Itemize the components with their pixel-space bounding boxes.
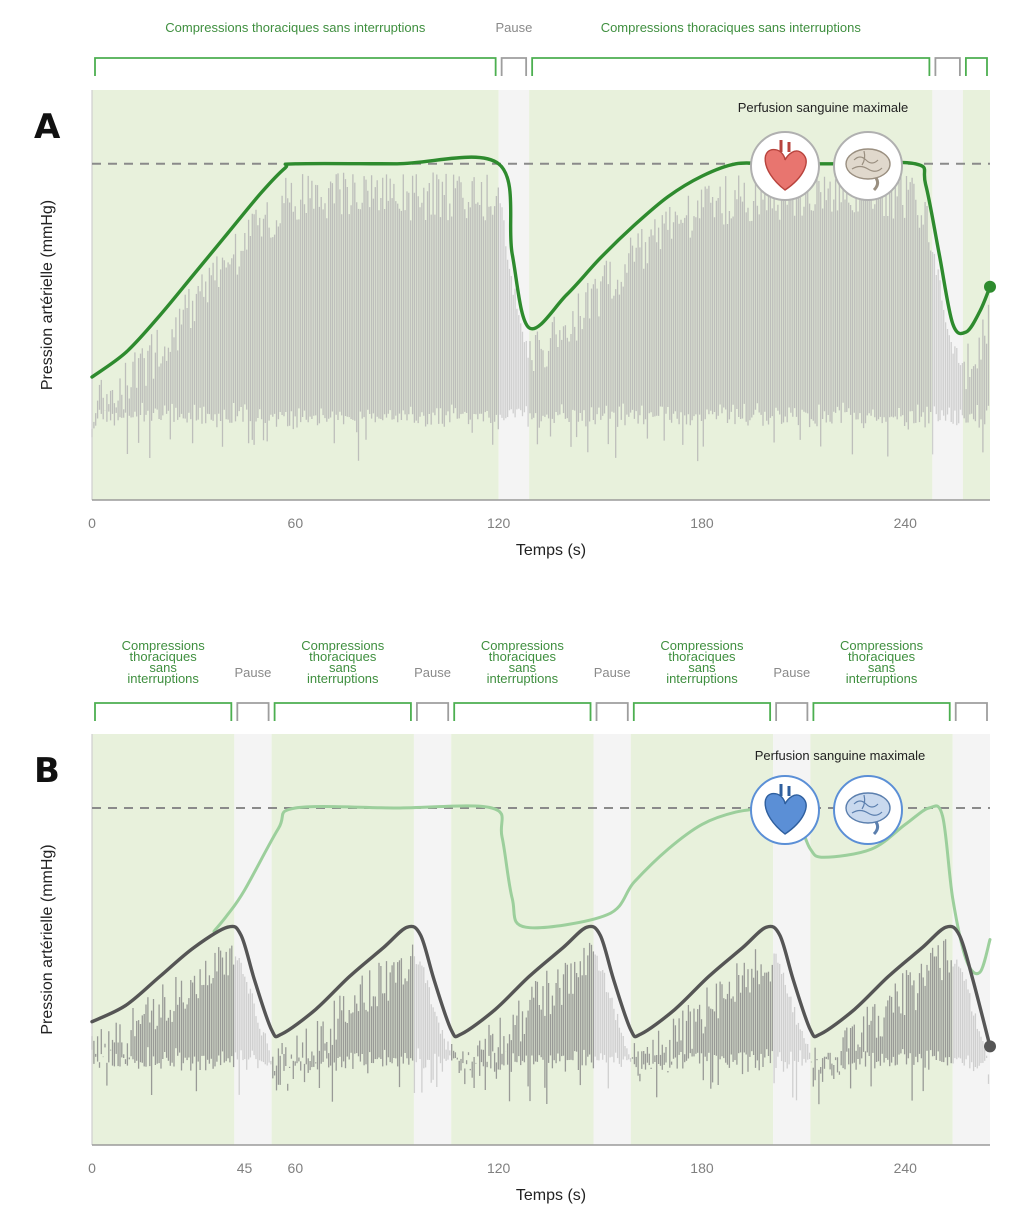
phase-bracket bbox=[934, 57, 961, 76]
phase-label: Pause bbox=[495, 20, 532, 35]
phase-label: Pause bbox=[414, 665, 451, 680]
series-end-dot bbox=[984, 1040, 996, 1053]
pressure-waveform bbox=[91, 939, 990, 1105]
phase-bracket bbox=[595, 702, 629, 721]
x-tick-label: 0 bbox=[88, 1160, 96, 1176]
phase-bracket bbox=[812, 702, 951, 721]
phase-label: Compressions thoraciques sans interruptions bbox=[660, 638, 744, 686]
phase-label-line: interruptions bbox=[487, 671, 559, 686]
phase-label: Compressions thoraciques sans interruptions bbox=[301, 638, 385, 686]
phase-label-line: interruptions bbox=[846, 671, 918, 686]
phase-label-line: Compressions bbox=[301, 638, 385, 653]
phase-band-pause bbox=[952, 734, 990, 1145]
series-line-1 bbox=[212, 804, 992, 976]
x-tick-label: 240 bbox=[894, 1160, 918, 1176]
phase-label: Compressions thoraciques sans interrupti… bbox=[601, 20, 862, 35]
phase-label-line: interruptions bbox=[666, 671, 738, 686]
x-axis-title: Temps (s) bbox=[516, 1187, 586, 1204]
phase-bracket bbox=[500, 57, 528, 76]
phase-label-line: thoraciques bbox=[489, 649, 557, 664]
pressure-waveform bbox=[91, 172, 990, 462]
phase-label: Compressions thoraciques sans interruptions bbox=[840, 638, 924, 686]
phase-label-line: Compressions bbox=[840, 638, 924, 653]
phase-bracket bbox=[416, 702, 450, 721]
phase-bracket bbox=[964, 57, 988, 76]
phase-band-compression bbox=[92, 734, 235, 1145]
panel-letter: A bbox=[34, 107, 61, 147]
heart-shape bbox=[764, 792, 807, 835]
heart-icon bbox=[750, 775, 820, 845]
phase-band-pause bbox=[413, 734, 452, 1145]
phase-label: Compressions thoraciques sans interrupti… bbox=[165, 20, 426, 35]
brain-folds bbox=[851, 794, 883, 816]
brain-icon bbox=[833, 131, 903, 201]
phase-bracket bbox=[954, 702, 988, 721]
heart-icon bbox=[750, 131, 820, 201]
x-tick-label: 120 bbox=[487, 1160, 511, 1176]
phase-label: Pause bbox=[594, 665, 631, 680]
brain-icon bbox=[833, 775, 903, 845]
heart-vessels bbox=[779, 784, 791, 796]
phase-label: Compressions thoraciques sans interruptions bbox=[481, 638, 565, 686]
x-tick-label: 120 bbox=[487, 515, 511, 531]
phase-label-line: sans bbox=[509, 660, 537, 675]
phase-bracket bbox=[453, 702, 592, 721]
phase-label-line: thoraciques bbox=[668, 649, 736, 664]
phase-label-line: thoraciques bbox=[130, 649, 198, 664]
brain-stem bbox=[872, 821, 880, 836]
x-tick-label: 0 bbox=[88, 515, 96, 531]
y-axis-title: Pression artérielle (mmHg) bbox=[39, 200, 56, 390]
perfusion-label: Perfusion sanguine maximale bbox=[755, 748, 926, 763]
panel-a: 0 60 120 180 240 Temps (s) Pression artérielle… bbox=[34, 20, 996, 559]
phase-label-line: interruptions bbox=[307, 671, 379, 686]
phase-bracket bbox=[94, 57, 497, 76]
brain-stem bbox=[872, 177, 880, 192]
heart-vessels bbox=[779, 140, 791, 152]
series-line-0 bbox=[90, 924, 992, 1049]
phase-label-line: Compressions bbox=[122, 638, 206, 653]
phase-label-line: sans bbox=[149, 660, 177, 675]
phase-bracket bbox=[236, 702, 270, 721]
phase-label-line: Compressions bbox=[481, 638, 565, 653]
x-tick-label: 60 bbox=[288, 515, 304, 531]
perfusion-label: Perfusion sanguine maximale bbox=[738, 100, 909, 115]
phase-label-line: thoraciques bbox=[309, 649, 377, 664]
phase-label-line: interruptions bbox=[127, 671, 199, 686]
phase-label: Pause bbox=[773, 665, 810, 680]
brain-shape bbox=[845, 792, 891, 824]
phase-label-line: sans bbox=[688, 660, 716, 675]
brain-shape bbox=[845, 148, 891, 180]
brain-folds bbox=[851, 150, 883, 172]
x-tick-label: 45 bbox=[237, 1160, 253, 1176]
phase-label-line: sans bbox=[329, 660, 357, 675]
phase-band-pause bbox=[498, 90, 530, 500]
panel-letter: B bbox=[34, 751, 60, 791]
y-axis-title: Pression artérielle (mmHg) bbox=[39, 844, 56, 1034]
x-axis-title: Temps (s) bbox=[516, 542, 586, 559]
phase-bracket bbox=[273, 702, 412, 721]
x-tick-label: 180 bbox=[690, 515, 714, 531]
phase-label-line: Compressions bbox=[660, 638, 744, 653]
x-tick-label: 240 bbox=[894, 515, 918, 531]
x-tick-label: 60 bbox=[288, 1160, 304, 1176]
phase-bracket bbox=[775, 702, 809, 721]
series-end-dot bbox=[984, 280, 996, 293]
phase-band-pause bbox=[234, 734, 272, 1145]
phase-bracket bbox=[531, 57, 931, 76]
phase-label: Pause bbox=[235, 665, 272, 680]
phase-label: Compressions thoraciques sans interruptions bbox=[122, 638, 206, 686]
x-tick-label: 180 bbox=[690, 1160, 714, 1176]
series-line-0 bbox=[90, 155, 992, 379]
phase-label-line: thoraciques bbox=[848, 649, 916, 664]
phase-label-line: sans bbox=[868, 660, 896, 675]
phase-bracket bbox=[94, 702, 233, 721]
heart-shape bbox=[764, 148, 807, 191]
phase-bracket bbox=[632, 702, 772, 721]
panel-b: 0 45 60 120 180 240 Temps (s) Pression artériel… bbox=[34, 638, 996, 1204]
phase-band-pause bbox=[593, 734, 631, 1145]
